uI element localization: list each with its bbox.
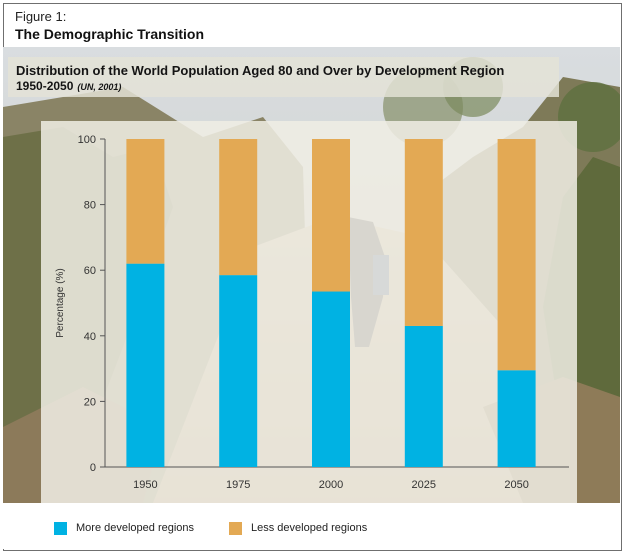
x-tick-label: 2050 [504, 479, 528, 491]
y-tick-label: 20 [84, 396, 96, 408]
bar-2050-more-developed [497, 370, 536, 467]
legend-item-less-developed: Less developed regions [229, 521, 367, 535]
chart-title: Distribution of the World Population Age… [16, 63, 505, 78]
chart-subtitle-line: 1950-2050 (UN, 2001) [16, 79, 121, 93]
x-tick-label: 1975 [226, 479, 250, 491]
y-axis-title: Percentage (%) [55, 268, 66, 337]
x-tick-label: 1950 [133, 479, 157, 491]
chart-subtitle: 1950-2050 [16, 79, 74, 93]
legend-swatch-more-developed [54, 521, 67, 535]
figure-title: The Demographic Transition [15, 26, 205, 42]
legend-item-more-developed: More developed regions [54, 521, 194, 535]
y-tick-label: 100 [78, 134, 96, 146]
y-tick-label: 80 [84, 200, 96, 212]
y-tick-label: 60 [84, 265, 96, 277]
plot-panel: 0 20 40 60 80 100 Percentage (%) 1950 1975 2000 20… [41, 121, 577, 504]
bar-2050-less-developed [497, 139, 536, 371]
bar-1950-less-developed [126, 139, 165, 264]
x-tick-label: 2025 [412, 479, 436, 491]
bar-1975-less-developed [219, 139, 258, 276]
legend-label-more-developed: More developed regions [76, 522, 195, 534]
y-tick-label: 40 [84, 331, 96, 343]
bar-2000-more-developed [312, 291, 350, 467]
figure-label: Figure 1: [15, 9, 67, 24]
legend: More developed regions Less developed re… [3, 503, 620, 549]
bar-2025-more-developed [404, 325, 443, 467]
chart-source: (UN, 2001) [77, 82, 122, 92]
legend-label-less-developed: Less developed regions [251, 522, 368, 534]
legend-swatch-less-developed [229, 521, 242, 535]
bar-2025-less-developed [404, 139, 443, 326]
chart-title-box: Distribution of the World Population Age… [8, 57, 559, 97]
y-tick-label: 0 [90, 462, 96, 474]
bar-2000-less-developed [312, 139, 350, 292]
bar-chart: 0 20 40 60 80 100 Percentage (%) 1950 1975 2000 20… [55, 134, 569, 491]
bar-1975-more-developed [219, 275, 258, 467]
x-tick-label: 2000 [319, 479, 343, 491]
bar-1950-more-developed [126, 263, 165, 467]
